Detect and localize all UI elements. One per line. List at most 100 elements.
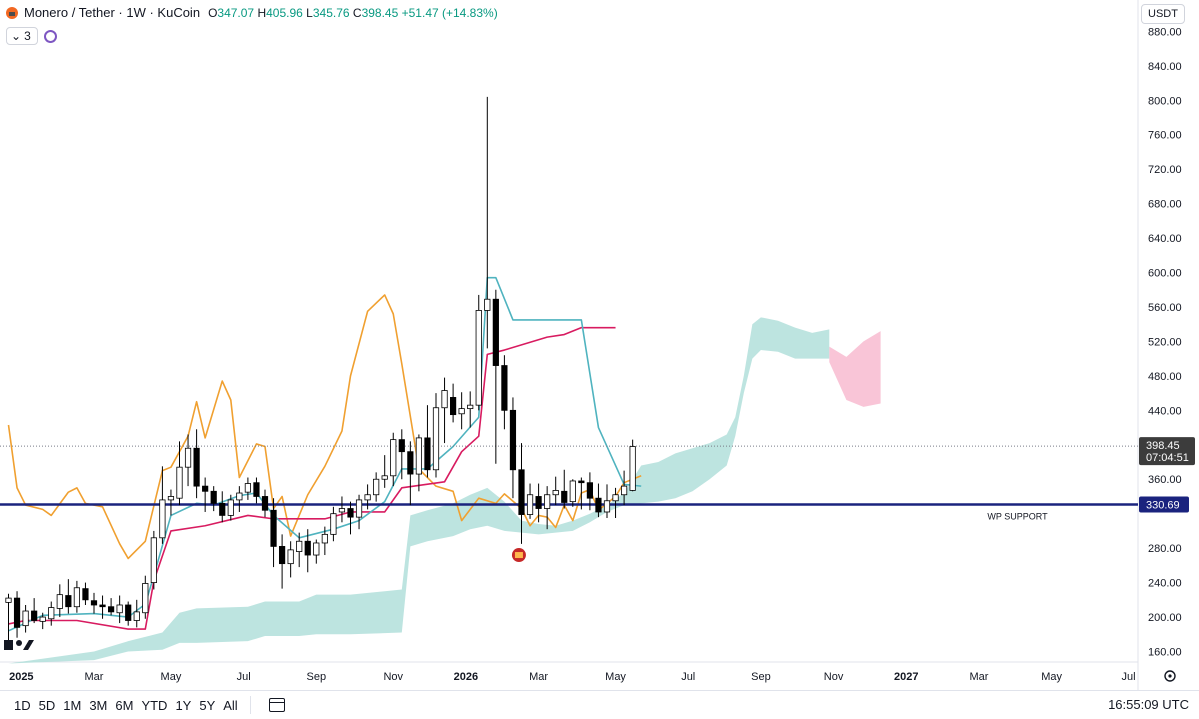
candle-body [347, 508, 354, 518]
candle [159, 466, 166, 544]
candle [73, 580, 80, 613]
candle [569, 479, 576, 507]
candle [236, 486, 243, 512]
calendar-icon[interactable] [268, 698, 285, 712]
candle [184, 434, 192, 487]
candle-body [99, 604, 106, 608]
candle [424, 405, 431, 478]
time-tick-label: Nov [383, 671, 403, 683]
candle [621, 470, 628, 506]
candle [202, 477, 209, 512]
symbol-title[interactable]: Monero / Tether · 1W · KuCoin [24, 5, 201, 20]
currency-button[interactable]: USDT [1141, 4, 1185, 24]
candle [475, 294, 482, 411]
candle [330, 506, 337, 542]
candle-body [390, 439, 397, 477]
price-tick-label: 200.00 [1148, 612, 1182, 624]
price-tick-label: 600.00 [1148, 268, 1182, 280]
time-tick-label: Jul [681, 671, 695, 683]
range-3m[interactable]: 3M [89, 697, 108, 713]
candle [338, 496, 346, 523]
range-ytd[interactable]: YTD [141, 697, 168, 713]
candle-body [296, 540, 303, 552]
candle-body [586, 482, 594, 499]
candle-body [364, 494, 371, 501]
gear-ring [1164, 670, 1176, 682]
candle-body [202, 485, 209, 492]
candle [90, 592, 98, 614]
price-tick-label: 440.00 [1148, 405, 1182, 417]
candle [484, 96, 491, 349]
current-price-text: 398.45 [1146, 440, 1180, 452]
candle [133, 599, 140, 628]
candle [321, 526, 328, 556]
candle-body [227, 499, 234, 516]
candle-body [526, 494, 534, 515]
candle [415, 434, 423, 492]
candle [270, 498, 277, 568]
candle [227, 494, 234, 521]
time-tick-label: Mar [85, 671, 104, 683]
candle [313, 539, 320, 564]
candle [561, 469, 568, 509]
candle [467, 391, 474, 428]
candle-body [621, 485, 628, 496]
time-tick-label: Mar [529, 671, 548, 683]
chevron-down-icon: ⌄ [11, 29, 22, 43]
candle-body [381, 475, 388, 480]
candle-body [415, 437, 423, 475]
candle [116, 595, 123, 624]
candle [150, 530, 157, 590]
price-tick-label: 280.00 [1148, 543, 1182, 555]
candle-body [73, 587, 80, 608]
indicators-toggle[interactable]: ⌄ 3 [6, 27, 38, 45]
candle-body [373, 478, 380, 496]
range-all[interactable]: All [223, 697, 238, 713]
candle-body [449, 397, 457, 416]
range-1d[interactable]: 1D [14, 697, 31, 713]
bar-countdown-text: 07:04:51 [1146, 452, 1189, 464]
time-tick-label: May [605, 671, 626, 683]
price-tick-label: 240.00 [1148, 578, 1182, 590]
candle-body [287, 549, 294, 565]
candle [125, 601, 132, 626]
tv-logo-dot [16, 640, 22, 646]
refresh-icon[interactable] [43, 29, 57, 43]
candle-body [278, 546, 286, 565]
candle [176, 441, 183, 506]
tradingview-logo-icon [4, 640, 34, 650]
candle [39, 612, 46, 630]
candle [31, 598, 38, 624]
range-5d[interactable]: 5D [38, 697, 56, 713]
range-1y[interactable]: 1Y [175, 697, 192, 713]
bottom-toolbar: 1D 5D 1M 3M 6M YTD 1Y 5Y All 16:55:09 UTC [0, 690, 1199, 719]
current-price-box [1139, 437, 1195, 466]
candle-body [5, 597, 12, 603]
indicator-row: ⌄ 3 [6, 27, 57, 45]
candle [458, 392, 465, 430]
price-tick-label: 640.00 [1148, 233, 1182, 245]
candle [210, 486, 217, 512]
high-value: 405.96 [266, 5, 303, 20]
price-chart[interactable]: WP SUPPORT 160.00 200.00 240.00 280.00 360.00… [0, 0, 1199, 690]
event-marker-face [514, 552, 523, 559]
gear-icon[interactable] [1164, 670, 1176, 682]
candle-body [612, 494, 619, 502]
candle [142, 575, 149, 619]
divider [249, 696, 251, 714]
price-tick-label: 720.00 [1148, 164, 1182, 176]
price-tick-label: 680.00 [1148, 199, 1182, 211]
tv-logo-slash [23, 640, 34, 650]
tv-logo-block [4, 640, 13, 650]
candle-body [56, 594, 63, 609]
candle-body [561, 490, 568, 503]
candle-body [133, 611, 140, 621]
candle-body [501, 365, 508, 411]
price-tick-label: 360.00 [1148, 474, 1182, 486]
range-1m[interactable]: 1M [63, 697, 82, 713]
range-5y[interactable]: 5Y [199, 697, 216, 713]
candle [492, 289, 499, 464]
candle-body [467, 404, 474, 410]
range-6m[interactable]: 6M [115, 697, 134, 713]
